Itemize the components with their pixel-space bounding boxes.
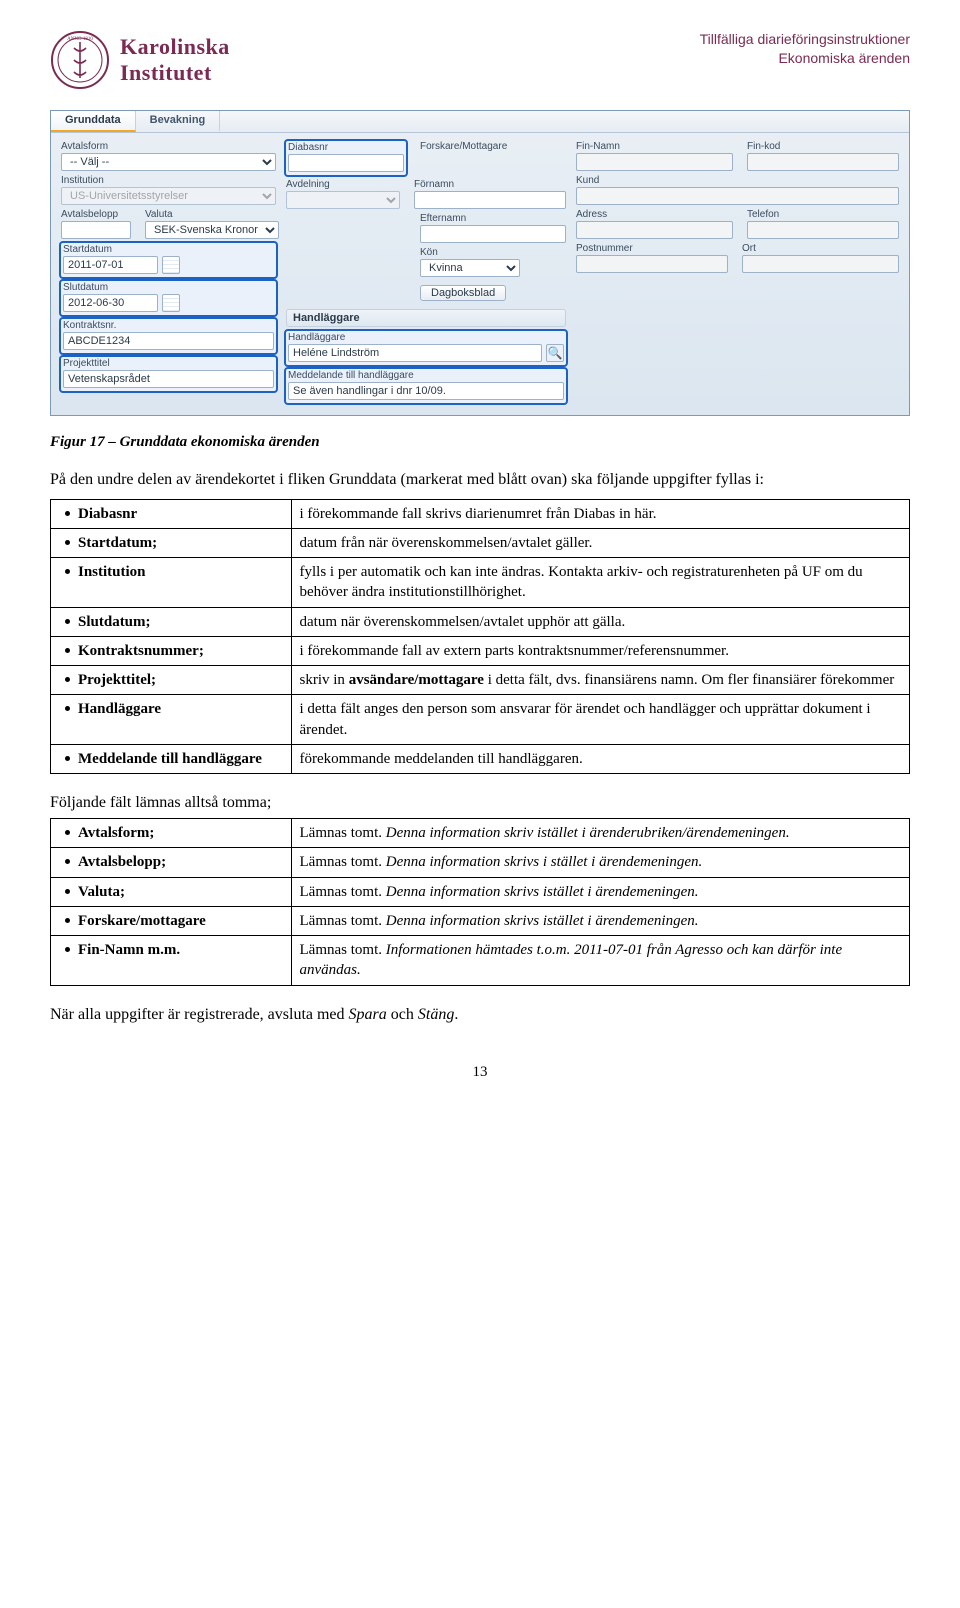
table-row: Avtalsform;Lämnas tomt. Denna informatio… [51, 819, 910, 848]
select-avtalsform[interactable]: -- Välj -- [61, 153, 276, 171]
header-right: Tillfälliga diarieföringsinstruktioner E… [700, 30, 910, 68]
table-row: Valuta;Lämnas tomt. Denna information sk… [51, 877, 910, 906]
closing-spara: Spara [349, 1006, 387, 1023]
calendar-icon[interactable] [162, 294, 180, 312]
fields-table-1: Diabasnri förekommande fall skrivs diari… [50, 499, 910, 775]
label-fin-namn: Fin-Namn [576, 141, 733, 152]
input-meddelande[interactable] [288, 382, 564, 400]
label-meddelande: Meddelande till handläggare [288, 370, 564, 381]
table-row: Meddelande till handläggareförekommande … [51, 744, 910, 773]
input-projekttitel[interactable] [63, 370, 274, 388]
intro-paragraph: På den undre delen av ärendekortet i fli… [50, 469, 910, 491]
table-row: Forskare/mottagareLämnas tomt. Denna inf… [51, 906, 910, 935]
select-valuta[interactable]: SEK-Svenska Kronor [145, 221, 279, 239]
form-col-middle: Diabasnr Forskare/Mottagare Avdelning Fö… [286, 141, 566, 405]
select-kon[interactable]: Kvinna [420, 259, 520, 277]
search-icon[interactable]: 🔍 [546, 344, 564, 362]
label-adress: Adress [576, 209, 733, 220]
input-fin-kod[interactable] [747, 153, 899, 171]
label-startdatum: Startdatum [63, 244, 274, 255]
tab-bar: Grunddata Bevakning [51, 111, 909, 133]
input-diabasnr[interactable] [288, 154, 404, 172]
label-valuta: Valuta [145, 209, 279, 220]
label-postnummer: Postnummer [576, 243, 728, 254]
label-fin-kod: Fin-kod [747, 141, 899, 152]
label-kon: Kön [420, 247, 520, 258]
table-row: Institutionfylls i per automatik och kan… [51, 558, 910, 608]
input-postnummer[interactable] [576, 255, 728, 273]
tab-grunddata[interactable]: Grunddata [51, 111, 136, 132]
label-institution: Institution [61, 175, 276, 186]
page-number: 13 [50, 1064, 910, 1081]
table-row: Slutdatum;datum när överenskommelsen/avt… [51, 607, 910, 636]
label-kontraktsnr: Kontraktsnr. [63, 320, 274, 331]
closing-stang: Stäng [418, 1006, 454, 1023]
input-adress[interactable] [576, 221, 733, 239]
subhead-empty-fields: Följande fält lämnas alltså tomma; [50, 794, 910, 812]
calendar-icon[interactable] [162, 256, 180, 274]
table-row: Projekttitel;skriv in avsändare/mottagar… [51, 666, 910, 695]
brand-wordmark: Karolinska Institutet [120, 34, 230, 86]
closing-post: . [454, 1006, 458, 1023]
input-fornamn[interactable] [414, 191, 566, 209]
label-efternamn: Efternamn [420, 213, 566, 224]
input-fin-namn[interactable] [576, 153, 733, 171]
grunddata-screenshot: Grunddata Bevakning Avtalsform -- Välj -… [50, 110, 910, 416]
table-row: Kontraktsnummer;i förekommande fall av e… [51, 636, 910, 665]
label-avdelning: Avdelning [286, 179, 400, 190]
header-right-line1: Tillfälliga diarieföringsinstruktioner [700, 30, 910, 49]
form-col-left: Avtalsform -- Välj -- Institution US-Uni… [61, 141, 276, 405]
input-telefon[interactable] [747, 221, 899, 239]
brand-line2: Institutet [120, 60, 230, 86]
form-col-right: Fin-Namn Fin-kod Kund Adress Telefon [576, 141, 899, 405]
input-startdatum[interactable] [63, 256, 158, 274]
table-row: Avtalsbelopp;Lämnas tomt. Denna informat… [51, 848, 910, 877]
select-avdelning[interactable] [286, 191, 400, 209]
input-slutdatum[interactable] [63, 294, 158, 312]
ki-seal-icon: ANNO 1810 [50, 30, 110, 90]
label-kund: Kund [576, 175, 899, 186]
select-institution[interactable]: US-Universitetsstyrelser [61, 187, 276, 205]
table-row: Fin-Namn m.m.Lämnas tomt. Informationen … [51, 936, 910, 986]
figure-caption: Figur 17 – Grunddata ekonomiska ärenden [50, 434, 910, 451]
closing-mid: och [387, 1006, 418, 1023]
input-efternamn[interactable] [420, 225, 566, 243]
closing-paragraph: När alla uppgifter är registrerade, avsl… [50, 1006, 910, 1024]
fields-table-2: Avtalsform;Lämnas tomt. Denna informatio… [50, 818, 910, 986]
input-avtalsbelopp[interactable] [61, 221, 131, 239]
input-ort[interactable] [742, 255, 899, 273]
table-row: Handläggarei detta fält anges den person… [51, 695, 910, 745]
tab-bevakning[interactable]: Bevakning [136, 111, 221, 132]
input-kontraktsnr[interactable] [63, 332, 274, 350]
document-header: ANNO 1810 Karolinska Institutet Tillfäll… [50, 30, 910, 90]
closing-pre: När alla uppgifter är registrerade, avsl… [50, 1006, 349, 1023]
table-row: Diabasnri förekommande fall skrivs diari… [51, 499, 910, 528]
label-handlaggare: Handläggare [288, 332, 564, 343]
label-telefon: Telefon [747, 209, 899, 220]
label-projekttitel: Projekttitel [63, 358, 274, 369]
label-diabasnr: Diabasnr [288, 142, 404, 153]
label-forskare: Forskare/Mottagare [420, 141, 566, 152]
svg-text:ANNO 1810: ANNO 1810 [67, 37, 93, 42]
header-right-line2: Ekonomiska ärenden [700, 49, 910, 68]
label-avtalsbelopp: Avtalsbelopp [61, 209, 131, 220]
input-kund[interactable] [576, 187, 899, 205]
logo-block: ANNO 1810 Karolinska Institutet [50, 30, 230, 90]
label-avtalsform: Avtalsform [61, 141, 276, 152]
brand-line1: Karolinska [120, 34, 230, 60]
label-ort: Ort [742, 243, 899, 254]
label-fornamn: Förnamn [414, 179, 566, 190]
table-row: Startdatum;datum från när överenskommels… [51, 528, 910, 557]
section-handlaggare: Handläggare [286, 309, 566, 327]
label-slutdatum: Slutdatum [63, 282, 274, 293]
input-handlaggare[interactable] [288, 344, 542, 362]
button-dagboksblad[interactable]: Dagboksblad [420, 285, 506, 301]
